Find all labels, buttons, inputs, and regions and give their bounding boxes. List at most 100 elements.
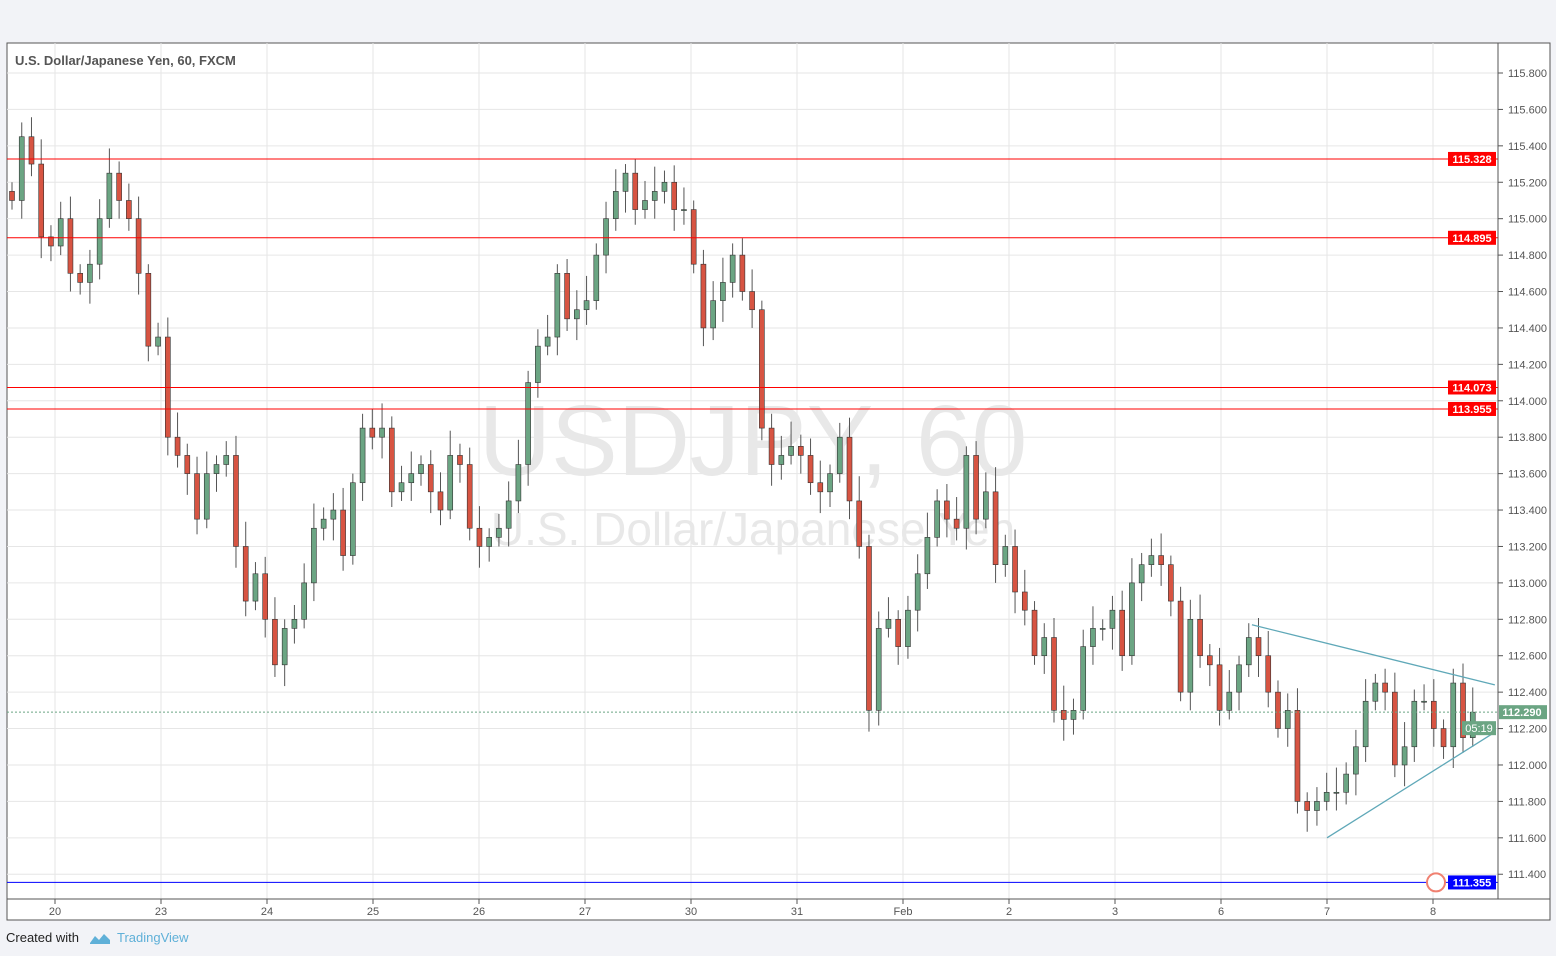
- y-tick-label: 113.600: [1508, 469, 1547, 481]
- candle-body: [398, 482, 405, 493]
- time-axis[interactable]: 20 23 24 25 26 27 30 31 Feb 2 3 6 7 8: [49, 899, 1436, 918]
- y-tick-label: 114.200: [1508, 359, 1547, 371]
- candle-body: [272, 618, 278, 666]
- candle-body: [1148, 555, 1155, 565]
- y-tick-label: 115.600: [1508, 104, 1547, 116]
- candle-body: [301, 582, 307, 620]
- candle-body: [418, 464, 424, 474]
- level-price-label: 114.073: [1452, 382, 1491, 394]
- candle-body: [194, 473, 200, 520]
- y-tick-label: 115.000: [1508, 214, 1547, 226]
- y-tick-label: 112.400: [1508, 687, 1547, 699]
- last-price-label: 112.290: [1502, 707, 1541, 719]
- level-price-label: 115.328: [1452, 154, 1491, 166]
- candle-body: [1265, 655, 1272, 693]
- x-tick-label: 3: [1112, 906, 1118, 918]
- candle-body: [1304, 801, 1310, 811]
- candle-body: [817, 482, 824, 493]
- candle-body: [622, 172, 629, 192]
- y-tick-label: 112.800: [1508, 614, 1547, 626]
- candle-body: [67, 218, 74, 274]
- candle-body: [437, 491, 444, 511]
- candle-body: [145, 273, 152, 347]
- level-price-tag: [1448, 380, 1496, 395]
- candle-body: [1002, 546, 1009, 565]
- y-tick-label: 113.800: [1508, 432, 1547, 444]
- candle-body: [895, 618, 901, 647]
- candle-body: [116, 172, 122, 201]
- candle-body: [1216, 664, 1223, 711]
- candle-body: [155, 336, 161, 347]
- y-tick-label: 113.400: [1508, 505, 1547, 517]
- candle-body: [944, 500, 950, 520]
- candle-body: [992, 491, 999, 565]
- candle-body: [1031, 609, 1038, 657]
- y-tick-label: 115.200: [1508, 177, 1547, 189]
- candles: [9, 117, 1476, 832]
- candle-body: [1314, 801, 1320, 811]
- candle-body: [544, 336, 551, 347]
- candle-body: [768, 427, 775, 465]
- y-tick-label: 113.200: [1508, 541, 1547, 553]
- candle-body: [1051, 637, 1057, 711]
- candle-body: [457, 455, 463, 465]
- candle-body: [1430, 700, 1437, 729]
- candle-body: [1372, 682, 1379, 702]
- candle-body: [18, 136, 25, 201]
- candle-body: [1401, 746, 1408, 766]
- candle-body: [1207, 655, 1213, 666]
- candle-body: [38, 163, 45, 238]
- candle-body: [973, 455, 979, 520]
- candle-body: [651, 191, 658, 201]
- candle-body: [184, 455, 191, 474]
- candle-body: [77, 273, 83, 283]
- candle-body: [223, 455, 230, 465]
- x-tick-label: 2: [1006, 906, 1012, 918]
- x-tick-label: 26: [473, 906, 485, 918]
- y-tick-label: 111.400: [1508, 869, 1546, 881]
- level-price-label: 111.355: [1453, 877, 1492, 889]
- candle-body: [427, 464, 434, 493]
- levels: [7, 158, 1498, 883]
- candle-body: [447, 455, 454, 511]
- tradingview-link[interactable]: TradingView: [116, 930, 189, 945]
- price-axis[interactable]: 111.400 111.600 111.800 112.000 112.200 112.4…: [1498, 68, 1547, 881]
- candle-body: [525, 382, 531, 465]
- candle-body: [408, 473, 415, 484]
- candle-body: [681, 209, 687, 211]
- candle-body: [535, 345, 541, 383]
- candle-body: [203, 473, 210, 520]
- candle-body: [1070, 710, 1077, 720]
- y-tick-label: 111.800: [1508, 796, 1546, 808]
- candle-body: [827, 473, 833, 493]
- candle-body: [671, 181, 678, 210]
- candle-body: [1021, 591, 1028, 611]
- candle-body: [1255, 637, 1262, 657]
- trendlines[interactable]: [1251, 624, 1496, 839]
- candle-body: [476, 527, 483, 547]
- candle-body: [291, 618, 298, 629]
- candle-body: [466, 464, 473, 529]
- candle-body: [1333, 791, 1340, 794]
- candle-body: [564, 273, 570, 320]
- candle-body: [846, 436, 853, 502]
- candle-body: [213, 464, 220, 474]
- candle-body: [1382, 682, 1388, 693]
- candle-body: [1343, 773, 1349, 793]
- candle-body: [1421, 700, 1427, 703]
- candle-body: [1411, 700, 1418, 748]
- candle-body: [690, 209, 697, 265]
- candle-body: [486, 537, 492, 547]
- candle-body: [1119, 609, 1125, 657]
- trendline: [1251, 624, 1495, 686]
- y-tick-label: 114.600: [1508, 287, 1547, 299]
- candle-body: [1460, 682, 1466, 738]
- candle-body: [126, 200, 132, 219]
- candle-body: [359, 427, 366, 484]
- candle-body: [48, 236, 54, 247]
- candle-body: [1294, 710, 1301, 802]
- x-tick-label: 30: [685, 906, 697, 918]
- candle-body: [388, 427, 395, 493]
- candle-body: [340, 509, 346, 556]
